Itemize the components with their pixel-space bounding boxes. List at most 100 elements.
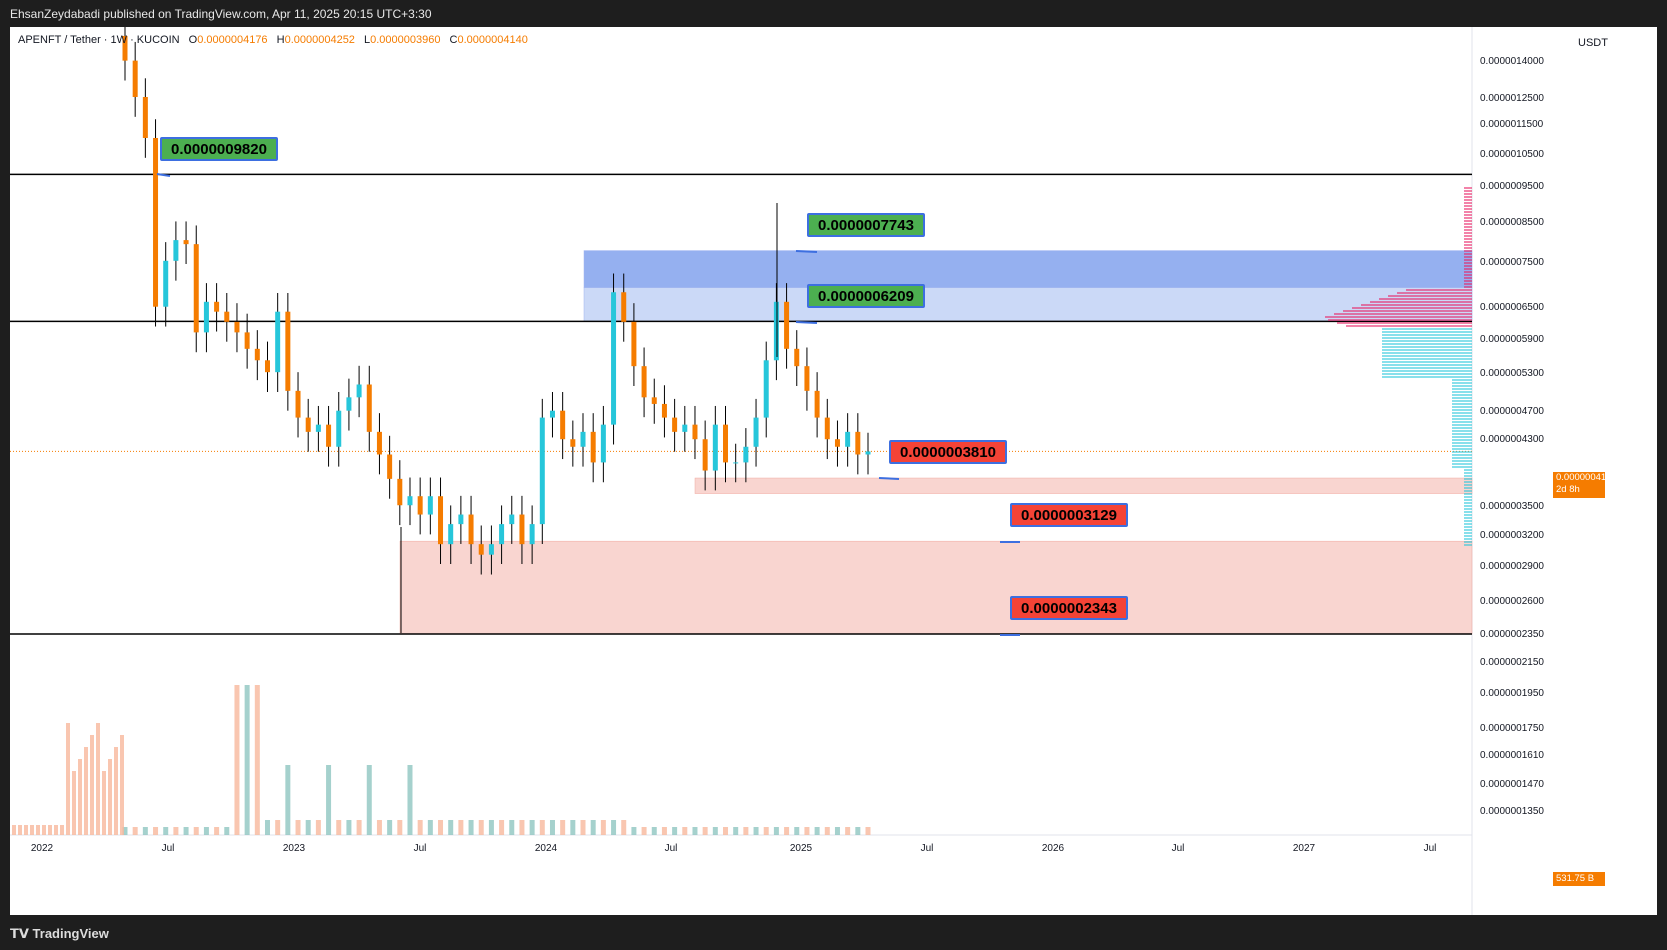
candle-body	[346, 397, 352, 411]
volume-profile-bar	[1452, 406, 1472, 408]
volume-bar	[163, 827, 169, 835]
volume-profile-bar	[1464, 502, 1472, 504]
volume-profile-bar	[1464, 226, 1472, 228]
volume-profile-bar	[1464, 229, 1472, 231]
high-label: H	[276, 34, 285, 46]
volume-bar	[753, 827, 759, 835]
volume-bar	[234, 685, 240, 835]
candle-body	[387, 454, 393, 479]
volume-profile-bar	[1452, 466, 1472, 468]
price-tick-label: 0.0000001950	[1480, 688, 1544, 699]
callout-resistance-2[interactable]: 0.0000007743	[807, 213, 925, 237]
candle-body	[834, 439, 840, 447]
volume-bar	[24, 825, 28, 835]
volume-bar	[264, 820, 270, 835]
volume-bar	[203, 827, 209, 835]
volume-bar	[855, 827, 861, 835]
candle-body	[773, 301, 779, 361]
volume-bar	[773, 827, 779, 835]
volume-profile-bar	[1464, 223, 1472, 225]
volume-profile-bar	[1464, 190, 1472, 192]
candle-body	[478, 544, 484, 555]
volume-profile-bar	[1464, 529, 1472, 531]
volume-bar	[173, 827, 179, 835]
volume-bar	[78, 759, 82, 835]
candle-body	[142, 96, 148, 138]
candle-body	[702, 439, 708, 471]
callout-support-2[interactable]: 0.0000003129	[1010, 503, 1128, 527]
volume-bar	[529, 820, 535, 835]
volume-bar	[458, 820, 464, 835]
candle-body	[794, 348, 800, 367]
volume-profile-bar	[1382, 352, 1472, 354]
volume-profile-bar	[1452, 400, 1472, 402]
volume-bar	[122, 827, 128, 835]
volume-bar	[84, 747, 88, 835]
volume-profile-bar	[1464, 523, 1472, 525]
candle-body	[427, 496, 433, 515]
volume-profile-bar	[1452, 427, 1472, 429]
volume-profile-bar	[1464, 484, 1472, 486]
candle-body	[407, 496, 413, 506]
candle-body	[376, 431, 382, 455]
volume-bar	[631, 827, 637, 835]
price-tick-label: 0.0000001610	[1480, 750, 1544, 761]
callout-resistance-1[interactable]: 0.0000009820	[160, 137, 278, 161]
volume-bar	[244, 685, 250, 835]
volume-profile-bar	[1452, 463, 1472, 465]
volume-bar	[519, 820, 525, 835]
volume-profile-bar	[1382, 334, 1472, 336]
price-tick-label: 0.0000005300	[1480, 368, 1544, 379]
price-tick-label: 0.0000006500	[1480, 302, 1544, 313]
candle-body	[641, 366, 647, 398]
callout-support-1[interactable]: 0.0000003810	[889, 440, 1007, 464]
price-chart[interactable]: 0.0000014000 0.0000012500 0.0000011500 0.00…	[10, 27, 1657, 915]
callout-resistance-3[interactable]: 0.0000006209	[807, 284, 925, 308]
volume-profile-bar	[1464, 217, 1472, 219]
volume-profile-bar	[1382, 370, 1472, 372]
symbol-name[interactable]: APENFT / Tether · 1W · KUCOIN	[18, 34, 180, 46]
volume-profile-bar	[1452, 460, 1472, 462]
volume-profile-bar	[1464, 265, 1472, 267]
volume-profile-bar	[1464, 187, 1472, 189]
volume-profile-bar	[1382, 328, 1472, 330]
callout-support-3[interactable]: 0.0000002343	[1010, 596, 1128, 620]
publisher-text: EhsanZeydabadi published on TradingView.…	[10, 7, 432, 21]
volume-bar	[733, 827, 739, 835]
candle-body	[804, 366, 810, 391]
volume-profile-bar	[1464, 238, 1472, 240]
candle-body	[214, 301, 220, 312]
candle-body	[468, 514, 474, 545]
volume-bar	[183, 827, 189, 835]
candle-body	[692, 424, 698, 440]
candle-body	[122, 35, 128, 61]
current-price-value: 0.0000004140	[1556, 472, 1617, 483]
volume-bar	[12, 825, 16, 835]
price-tick-label: 0.0000012500	[1480, 93, 1544, 104]
volume-bar	[326, 765, 332, 835]
tradingview-logo[interactable]: 𝗧𝗩 TradingView	[10, 926, 109, 942]
volume-bar	[48, 825, 52, 835]
time-tick-label: 2022	[31, 843, 54, 854]
volume-profile-bar	[1325, 316, 1472, 318]
volume-bar	[580, 820, 586, 835]
price-tick-label: 0.0000002150	[1480, 657, 1544, 668]
volume-bar	[120, 735, 124, 835]
candle-body	[631, 321, 637, 367]
zone-0	[583, 250, 1473, 288]
volume-profile-bar	[1464, 481, 1472, 483]
volume-profile-bar	[1334, 313, 1472, 315]
volume-profile-bar	[1464, 283, 1472, 285]
candle-body	[183, 240, 189, 245]
price-tick-label: 0.0000001350	[1480, 806, 1544, 817]
volume-bar	[193, 827, 199, 835]
candle-body	[153, 137, 159, 307]
volume-profile-bar	[1452, 403, 1472, 405]
volume-profile-bar	[1452, 433, 1472, 435]
currency-label: USDT	[1578, 37, 1608, 49]
volume-profile-bar	[1346, 325, 1472, 327]
callout-pointer-1	[795, 250, 818, 253]
volume-profile-bar	[1464, 202, 1472, 204]
volume-bar	[102, 771, 106, 835]
tradingview-wordmark: TradingView	[32, 926, 109, 941]
